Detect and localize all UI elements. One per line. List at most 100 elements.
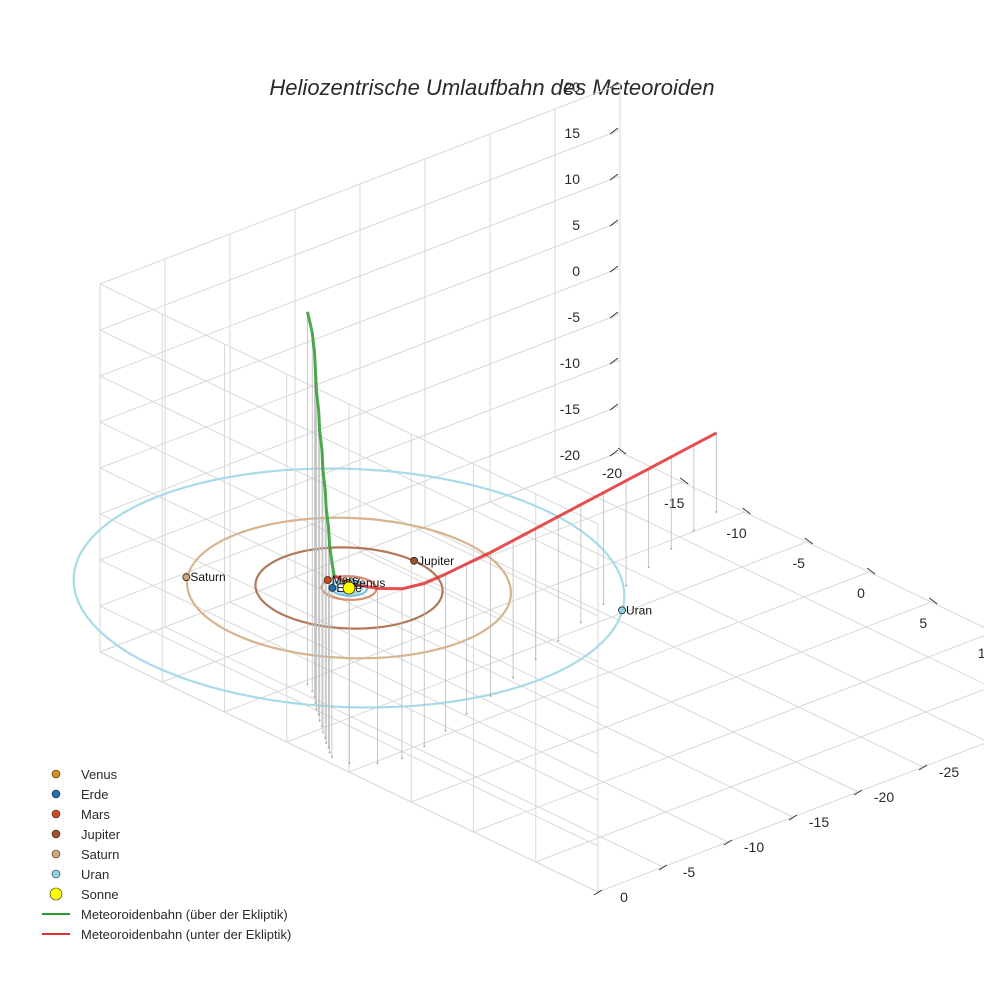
legend-label: Venus xyxy=(81,767,118,782)
y-tick-label: -10 xyxy=(744,839,764,855)
grid-line xyxy=(99,375,599,617)
drop-point xyxy=(348,762,351,765)
trajectories xyxy=(306,311,718,591)
legend-label: Mars xyxy=(81,807,110,822)
legend: Venus Erde Mars Jupiter Saturn Uran Sonne Meteo… xyxy=(42,767,291,942)
legend-swatch xyxy=(49,887,63,901)
grid-line xyxy=(489,501,984,741)
planet-label: Saturn xyxy=(190,570,225,584)
grid-line xyxy=(99,129,621,331)
y-tick-mark xyxy=(593,889,603,896)
grid-line xyxy=(99,559,599,801)
y-tick-label: -20 xyxy=(874,789,894,805)
z-tick-mark xyxy=(609,219,619,227)
x-tick-label: -5 xyxy=(793,555,806,571)
legend-swatch xyxy=(51,769,61,779)
grid-line xyxy=(99,405,621,607)
y-tick-label: -5 xyxy=(683,864,696,880)
z-tick-label: 20 xyxy=(564,79,580,95)
grid-line xyxy=(554,476,984,685)
z-tick-label: -5 xyxy=(568,309,581,325)
legend-label: Meteoroidenbahn (über der Ekliptik) xyxy=(81,907,288,922)
y-tick-mark xyxy=(918,764,928,771)
grid-line xyxy=(99,451,621,653)
x-tick-mark xyxy=(866,567,876,575)
grid-line xyxy=(99,651,599,893)
planet-mars xyxy=(323,576,332,584)
planet-sonne xyxy=(342,581,356,595)
planet-uran xyxy=(618,606,626,615)
drop-point xyxy=(400,757,403,760)
grid-line xyxy=(619,451,984,628)
drop-point xyxy=(512,676,515,679)
drop-point xyxy=(325,742,328,744)
z-tick-mark xyxy=(609,81,619,89)
y-tick-mark xyxy=(658,864,668,871)
planet-erde xyxy=(328,584,337,592)
drop-point xyxy=(327,746,330,749)
drop-point xyxy=(311,690,314,693)
x-tick-mark xyxy=(928,597,938,605)
z-tick-mark xyxy=(609,173,619,181)
legend-swatch xyxy=(51,829,61,839)
z-tick-label: -20 xyxy=(560,447,580,463)
z-tick-mark xyxy=(609,449,619,457)
drop-point xyxy=(625,584,628,587)
legend-label: Jupiter xyxy=(81,827,121,842)
y-tick-label: 0 xyxy=(620,889,628,905)
x-tick-mark xyxy=(742,507,751,515)
drop-point xyxy=(324,737,327,739)
legend-label: Uran xyxy=(81,867,109,882)
x-tick-mark xyxy=(804,537,814,545)
x-tick-mark xyxy=(617,447,627,455)
z-tick-label: -10 xyxy=(560,355,580,371)
drop-point xyxy=(692,529,695,532)
z-tick-label: -15 xyxy=(560,401,580,417)
grid-line xyxy=(99,421,599,663)
legend-swatch xyxy=(51,869,61,879)
legend-label: Sonne xyxy=(81,887,119,902)
x-tick-label: -10 xyxy=(726,525,746,541)
drop-point xyxy=(423,745,426,748)
planet-label: Venus xyxy=(352,576,385,590)
planet-label: Jupiter xyxy=(418,554,454,568)
trajectory-above xyxy=(306,311,336,576)
grid-line xyxy=(99,605,599,847)
z-tick-mark xyxy=(609,403,619,411)
legend-swatch xyxy=(51,809,61,819)
x-tick-mark xyxy=(679,477,689,485)
drop-point xyxy=(306,683,309,686)
x-tick-label: 5 xyxy=(919,615,927,631)
drop-point xyxy=(328,751,331,754)
drop-point xyxy=(534,658,537,661)
drop-point xyxy=(330,756,333,758)
drop-point xyxy=(715,511,718,513)
drop-point xyxy=(321,731,324,734)
drop-point xyxy=(318,719,321,722)
planet-saturn xyxy=(182,573,191,582)
y-tick-mark xyxy=(788,814,798,821)
drop-point xyxy=(313,695,316,698)
drop-lines xyxy=(306,311,718,765)
grid-line xyxy=(99,513,599,755)
grid-line xyxy=(99,83,621,285)
legend-label: Saturn xyxy=(81,847,119,862)
grid-line xyxy=(99,359,621,561)
planet-jupiter xyxy=(410,556,419,565)
planet-label: Uran xyxy=(626,603,652,617)
drop-point xyxy=(647,566,650,569)
z-tick-label: 10 xyxy=(564,171,580,187)
z-tick-mark xyxy=(609,311,619,319)
legend-swatch xyxy=(51,849,61,859)
z-tick-label: 5 xyxy=(572,217,580,233)
legend-swatch xyxy=(51,789,61,799)
chart-title: Heliozentrische Umlaufbahn des Meteoroid… xyxy=(269,75,714,100)
y-tick-mark xyxy=(723,839,733,846)
grid-line xyxy=(229,601,729,843)
grid-line xyxy=(424,526,924,768)
drop-point xyxy=(320,725,323,728)
grid-line xyxy=(99,175,621,377)
legend-label: Meteoroidenbahn (unter der Ekliptik) xyxy=(81,927,291,942)
drop-point xyxy=(317,713,320,716)
